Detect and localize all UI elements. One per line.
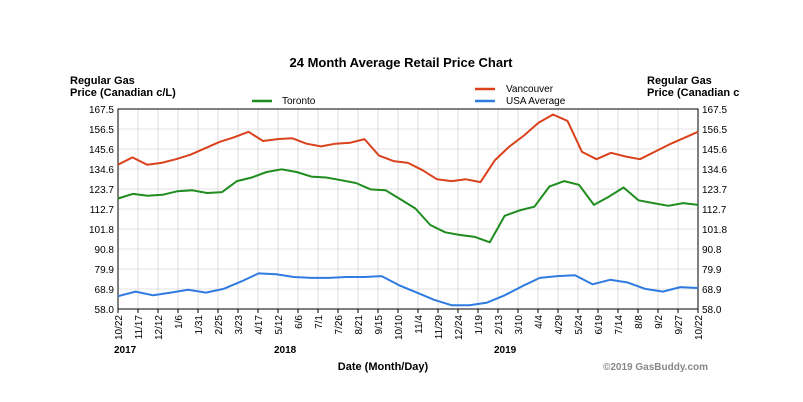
x-tick-label: 1/31 (194, 315, 205, 335)
x-tick-label: 1/19 (474, 315, 485, 335)
x-tick-label: 2/25 (214, 315, 225, 335)
x-tick-label: 12/24 (454, 315, 465, 340)
plot-grid (118, 109, 698, 309)
y-axis-title-left-line2: Price (Canadian c/L) (70, 87, 176, 99)
legend-label-toronto: Toronto (282, 96, 316, 107)
x-tick-label: 7/1 (314, 315, 325, 329)
series-line-vancouver (117, 113, 699, 184)
y-tick-label-left: 79.9 (95, 265, 115, 276)
y-tick-label-right: 145.6 (702, 145, 727, 156)
y-tick-label-left: 145.6 (89, 145, 114, 156)
y-axis-title-right-line1: Regular Gas (647, 75, 712, 87)
series-line-usa-average (117, 272, 699, 307)
y-tick-label-left: 90.8 (95, 245, 115, 256)
x-tick-label: 6/6 (294, 315, 305, 329)
y-tick-label-left: 101.8 (89, 225, 114, 236)
x-tick-label: 4/17 (254, 315, 265, 335)
y-tick-label-right: 90.8 (702, 245, 722, 256)
x-tick-label: 6/19 (594, 315, 605, 335)
y-tick-label-right: 58.0 (702, 305, 722, 316)
x-tick-label: 10/22 (114, 315, 125, 340)
y-tick-label-right: 123.7 (702, 185, 727, 196)
y-tick-label-right: 79.9 (702, 265, 722, 276)
chart-title: 24 Month Average Retail Price Chart (290, 55, 514, 70)
x-tick-label: 8/21 (354, 315, 365, 335)
y-tick-label-right: 134.6 (702, 165, 727, 176)
x-year-label: 2017 (114, 345, 137, 356)
plot-frame (117, 108, 699, 310)
x-tick-label: 5/12 (274, 315, 285, 335)
x-year-label: 2018 (274, 345, 297, 356)
x-tick-label: 2/13 (494, 315, 505, 335)
y-axis-left-ticks: 167.5 156.5 145.6 134.6 123.7 112.7 101.8 90.8 7… (89, 105, 114, 316)
y-tick-label-left: 156.5 (89, 125, 114, 136)
y-tick-label-right: 167.5 (702, 105, 727, 116)
x-tick-label: 5/24 (574, 315, 585, 335)
y-tick-label-left: 123.7 (89, 185, 114, 196)
series-line-toronto (117, 168, 699, 244)
x-tick-label: 11/29 (434, 315, 445, 340)
x-axis-years: 2017 2018 2019 (114, 345, 517, 356)
y-tick-label-left: 134.6 (89, 165, 114, 176)
x-tick-label: 10/22 (694, 315, 705, 340)
x-tick-label: 11/17 (134, 315, 145, 340)
y-tick-label-left: 68.9 (95, 285, 115, 296)
x-tick-label: 12/12 (154, 315, 165, 340)
x-tick-label: 7/14 (614, 315, 625, 335)
x-tick-label: 3/10 (514, 315, 525, 335)
y-tick-label-right: 156.5 (702, 125, 727, 136)
x-tick-label: 4/29 (554, 315, 565, 335)
y-tick-label-left: 58.0 (95, 305, 115, 316)
legend-label-vancouver: Vancouver (506, 84, 554, 95)
y-tick-label-left: 167.5 (89, 105, 114, 116)
x-tick-label: 9/27 (674, 315, 685, 335)
y-axis-title-left-line1: Regular Gas (70, 75, 135, 87)
legend-label-usa-average: USA Average (506, 96, 566, 107)
x-axis-title: Date (Month/Day) (338, 361, 429, 373)
y-tick-label-right: 68.9 (702, 285, 722, 296)
x-tick-label: 4/4 (534, 315, 545, 329)
y-tick-label-right: 112.7 (702, 205, 727, 216)
x-tick-label: 1/6 (174, 315, 185, 329)
x-tick-label: 9/15 (374, 315, 385, 335)
y-axis-title-right-line2: Price (Canadian c (647, 87, 739, 99)
x-tick-label: 9/2 (654, 315, 665, 329)
x-year-label: 2019 (494, 345, 517, 356)
y-tick-label-left: 112.7 (90, 205, 115, 216)
x-tick-label: 7/26 (334, 315, 345, 335)
x-axis-ticks: 10/22 11/17 12/12 1/6 1/31 2/25 3/23 4/17 5/12 6/… (114, 309, 705, 340)
legend: Toronto Vancouver USA Average (252, 84, 566, 107)
x-tick-label: 10/10 (394, 315, 405, 340)
y-axis-right-ticks: 167.5 156.5 145.6 134.6 123.7 112.7 101.8 90.8 7… (702, 105, 727, 316)
x-tick-label: 8/8 (634, 315, 645, 329)
x-tick-label: 3/23 (234, 315, 245, 335)
copyright-credit: ©2019 GasBuddy.com (603, 362, 708, 373)
y-tick-label-right: 101.8 (702, 225, 727, 236)
series-lines (117, 113, 699, 307)
x-tick-label: 11/4 (414, 315, 425, 334)
